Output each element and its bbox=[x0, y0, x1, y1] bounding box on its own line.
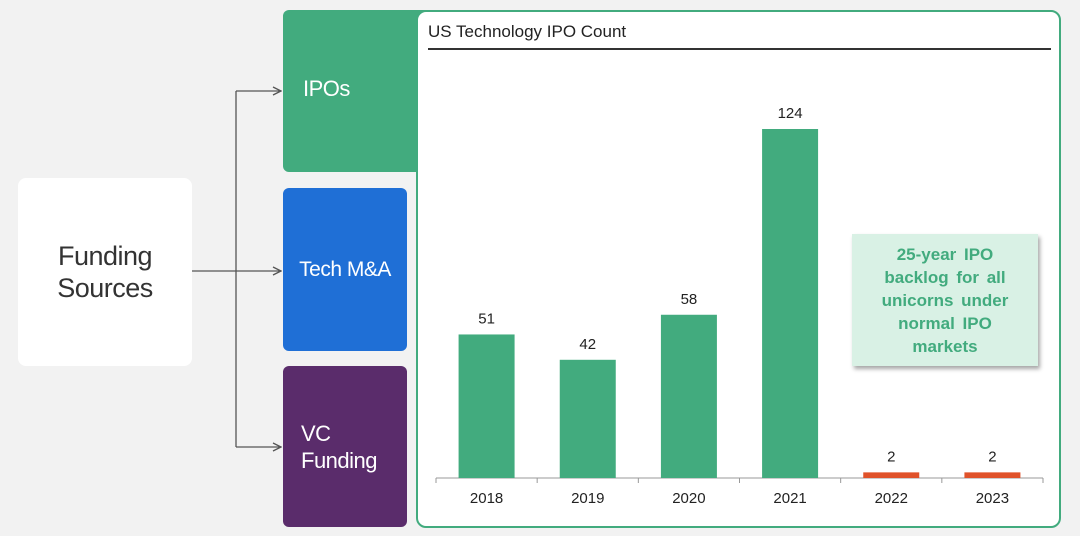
bar-2019 bbox=[559, 359, 616, 478]
bar-2021 bbox=[762, 129, 819, 478]
value-label-2019: 42 bbox=[579, 336, 596, 353]
bar-2022 bbox=[863, 472, 920, 478]
vc-label-line2: Funding bbox=[301, 448, 378, 473]
category-label-2018: 2018 bbox=[470, 490, 503, 507]
ipo-chart-panel: US Technology IPO Count 51 2018 42 2019 58 20… bbox=[416, 10, 1061, 528]
tech-ma-label: Tech M&A bbox=[299, 257, 391, 281]
bar-chart: 51 2018 42 2019 58 2020 124 2021 2 2022 2 2023 bbox=[435, 105, 1044, 507]
category-label-2022: 2022 bbox=[875, 490, 908, 507]
bar-2020 bbox=[660, 314, 717, 478]
funding-sources-line2: Sources bbox=[57, 273, 153, 303]
tech-ma-box: Tech M&A bbox=[283, 188, 407, 351]
funding-sources-box: Funding Sources bbox=[18, 178, 192, 366]
title-rule bbox=[428, 48, 1051, 50]
vc-label-line1: VC bbox=[301, 421, 331, 446]
value-label-2021: 124 bbox=[778, 105, 803, 122]
value-label-2022: 2 bbox=[887, 448, 895, 465]
ipos-label: IPOs bbox=[303, 76, 350, 101]
vc-funding-box: VC Funding bbox=[283, 366, 407, 527]
category-label-2020: 2020 bbox=[672, 490, 705, 507]
category-label-2019: 2019 bbox=[571, 490, 604, 507]
chart-title: US Technology IPO Count bbox=[428, 22, 627, 41]
value-label-2020: 58 bbox=[681, 291, 698, 308]
backlog-callout: 25-year IPO backlog for all unicorns und… bbox=[852, 234, 1038, 366]
value-label-2018: 51 bbox=[478, 310, 495, 327]
bar-2023 bbox=[964, 472, 1021, 478]
bar-2018 bbox=[458, 334, 515, 478]
category-label-2021: 2021 bbox=[773, 490, 806, 507]
funding-sources-line1: Funding bbox=[57, 241, 153, 271]
value-label-2023: 2 bbox=[988, 448, 996, 465]
category-label-2023: 2023 bbox=[976, 490, 1009, 507]
ipos-box: IPOs bbox=[283, 10, 433, 172]
